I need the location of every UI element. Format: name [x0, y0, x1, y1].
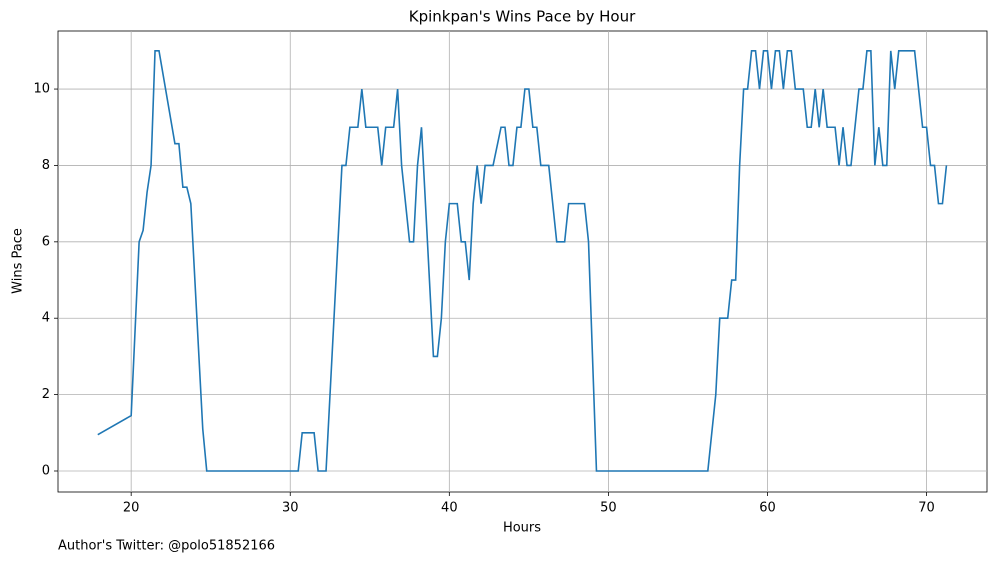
x-tick-label: 20	[123, 501, 140, 516]
plot-frame	[57, 30, 988, 493]
x-tick-label: 50	[600, 501, 617, 516]
data-line	[97, 50, 948, 472]
x-axis-label: Hours	[503, 521, 541, 536]
y-tick-label: 4	[42, 311, 50, 326]
x-tick-label: 70	[918, 501, 935, 516]
x-tick-label: 30	[282, 501, 299, 516]
chart-title: Kpinkpan's Wins Pace by Hour	[409, 8, 636, 26]
y-tick-label: 10	[33, 82, 50, 97]
y-tick-label: 2	[42, 387, 50, 402]
note: Author's Twitter: @polo51852166	[58, 539, 275, 554]
y-tick-label: 8	[42, 158, 50, 173]
y-axis-label: Wins Pace	[11, 228, 26, 294]
x-tick-label: 60	[759, 501, 776, 516]
y-tick-label: 0	[42, 463, 50, 478]
x-tick-label: 40	[441, 501, 458, 516]
y-tick-label: 6	[42, 234, 50, 249]
